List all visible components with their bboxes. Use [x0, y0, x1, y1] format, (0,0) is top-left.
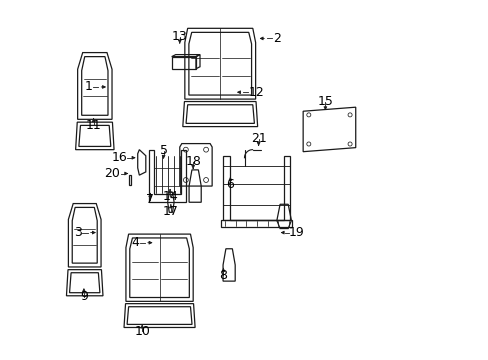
Text: 1: 1 — [85, 81, 93, 94]
Text: 15: 15 — [317, 95, 333, 108]
Text: 5: 5 — [159, 144, 167, 157]
Text: 11: 11 — [85, 119, 102, 132]
Text: 9: 9 — [80, 291, 88, 303]
Text: 2: 2 — [272, 32, 280, 45]
Text: 21: 21 — [250, 132, 266, 145]
Text: 7: 7 — [146, 193, 154, 206]
Text: 17: 17 — [163, 204, 179, 218]
Text: 14: 14 — [162, 190, 178, 203]
Text: 20: 20 — [104, 167, 120, 180]
Text: 4: 4 — [131, 236, 139, 249]
Text: 8: 8 — [219, 269, 227, 282]
Text: 3: 3 — [74, 226, 81, 239]
Text: 6: 6 — [226, 177, 234, 190]
Text: 19: 19 — [288, 226, 304, 239]
Text: 12: 12 — [248, 86, 264, 99]
Text: 10: 10 — [134, 325, 150, 338]
Text: 16: 16 — [111, 151, 127, 164]
Text: 13: 13 — [172, 30, 187, 43]
Text: 18: 18 — [185, 155, 201, 168]
